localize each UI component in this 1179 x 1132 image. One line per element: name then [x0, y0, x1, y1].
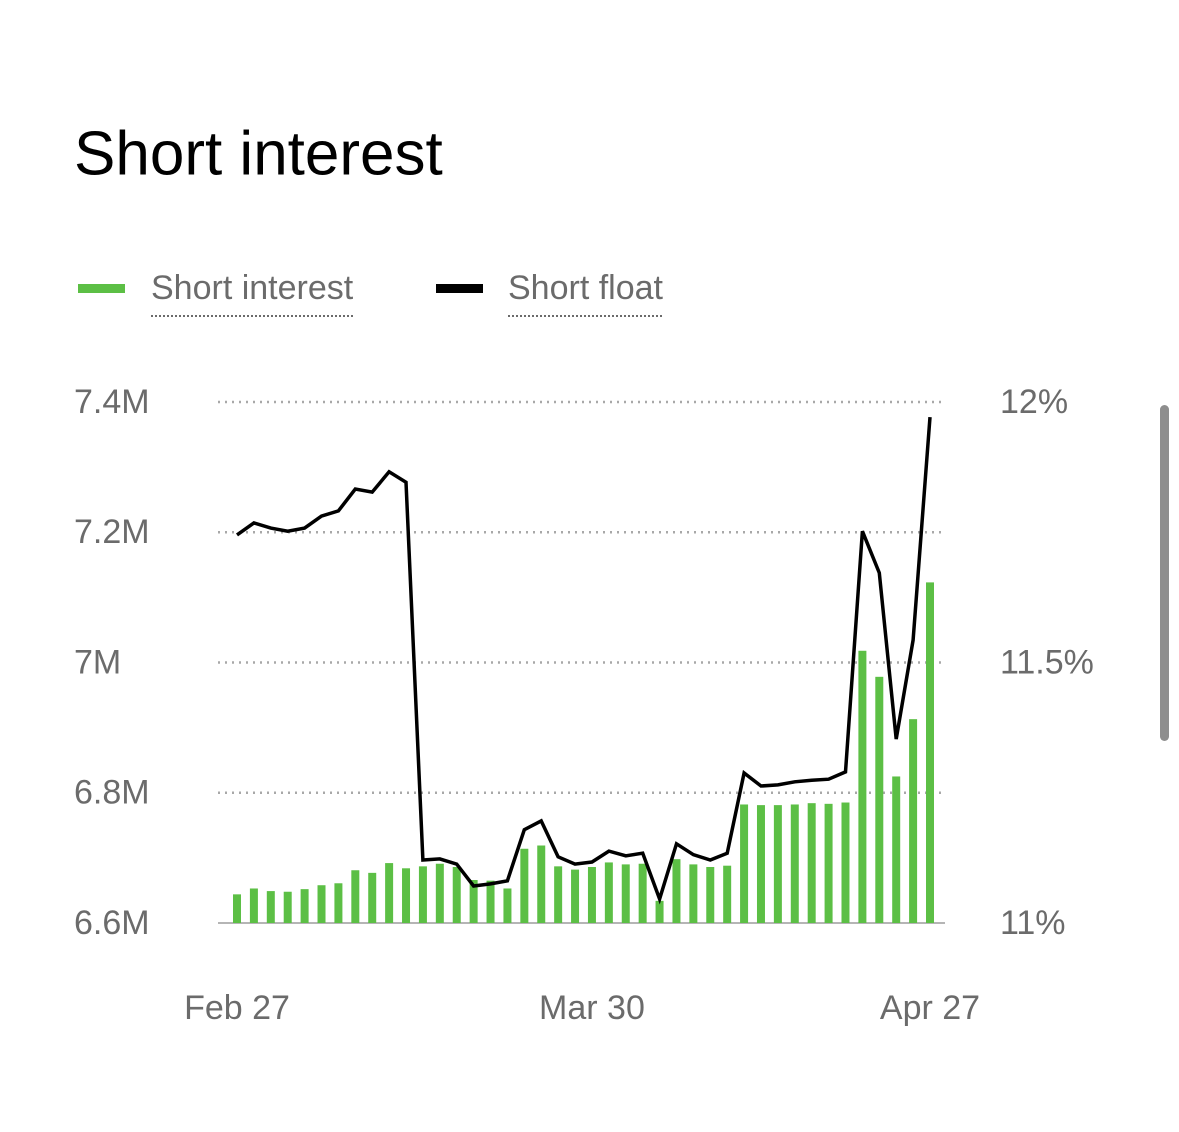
bar [790, 804, 799, 923]
legend-swatch [78, 284, 125, 293]
bar [875, 676, 884, 923]
y-tick-label: 7.2M [74, 513, 150, 551]
bar [486, 880, 495, 923]
bar [418, 866, 427, 923]
bar [469, 880, 478, 923]
bar [249, 888, 258, 923]
y2-tick-label: 11% [1000, 904, 1066, 942]
x-tick-label: Apr 27 [880, 989, 980, 1027]
legend-swatch [436, 284, 483, 293]
bar [909, 719, 918, 923]
bar [723, 865, 732, 923]
y-tick-label: 6.6M [74, 904, 150, 942]
bar [824, 803, 833, 923]
bar [841, 802, 850, 923]
y2-tick-label: 11.5% [1000, 643, 1094, 681]
bar [368, 872, 377, 923]
bar [402, 868, 411, 923]
bar [554, 866, 563, 923]
bar [385, 863, 394, 923]
bar [807, 803, 816, 923]
bar [435, 863, 444, 923]
y2-tick-label: 12% [1000, 383, 1068, 421]
bar [756, 805, 765, 923]
bar [655, 900, 664, 923]
scrollbar [1160, 405, 1169, 741]
bar [520, 848, 529, 923]
bar [537, 845, 546, 923]
bar [706, 866, 715, 923]
bar [452, 866, 461, 923]
legend-label[interactable]: Short interest [151, 269, 354, 307]
bar [926, 582, 934, 923]
y-tick-label: 7M [74, 643, 121, 681]
bar [571, 869, 580, 923]
legend-label[interactable]: Short float [508, 269, 664, 307]
bar [858, 650, 867, 923]
bar [266, 891, 275, 923]
chart-title: Short interest [74, 119, 443, 188]
bar [689, 864, 698, 923]
bar [317, 885, 326, 923]
bar [334, 883, 343, 923]
bar [892, 776, 901, 923]
bar [621, 864, 630, 923]
bar [283, 891, 292, 923]
bar [351, 870, 360, 923]
y-tick-label: 6.8M [74, 774, 150, 812]
bar [300, 889, 309, 923]
bar [638, 863, 647, 923]
bar [740, 804, 749, 923]
bar [672, 859, 681, 923]
bar [587, 866, 596, 923]
x-tick-label: Mar 30 [539, 989, 645, 1027]
x-tick-label: Feb 27 [184, 989, 290, 1027]
y-tick-label: 7.4M [74, 383, 150, 421]
line [235, 416, 932, 905]
bar [604, 862, 613, 923]
bar [503, 888, 512, 923]
bar [233, 894, 241, 923]
bar [773, 805, 782, 923]
